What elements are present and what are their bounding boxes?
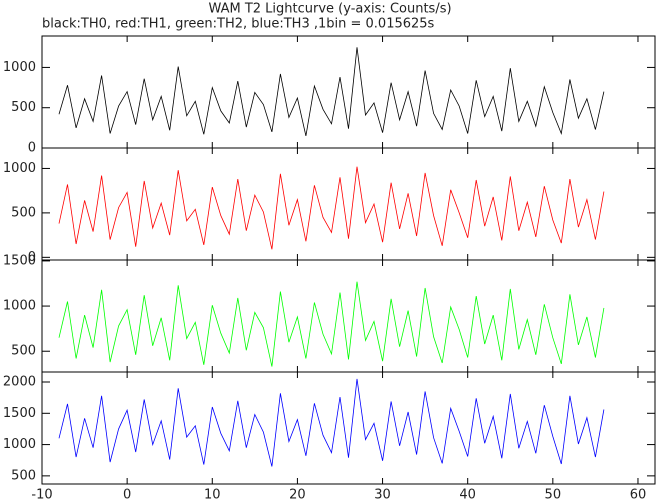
series-line xyxy=(58,166,605,250)
x-tick-label: 50 xyxy=(545,488,562,503)
x-tick-label: -10 xyxy=(31,488,52,503)
series-line xyxy=(58,47,605,136)
chart-title: WAM T2 Lightcurve (y-axis: Counts/s) xyxy=(208,2,451,17)
y-tick-label: 1500 xyxy=(3,253,36,268)
series-line xyxy=(58,378,605,467)
y-tick-label: 1000 xyxy=(3,299,36,314)
y-tick-label: 500 xyxy=(11,100,36,115)
y-tick-label: 500 xyxy=(11,468,36,483)
y-tick-label: 500 xyxy=(11,344,36,359)
y-tick-label: 0 xyxy=(28,250,36,265)
x-tick-label: 0 xyxy=(123,488,131,503)
x-tick-label: 60 xyxy=(630,488,647,503)
x-tick-label: 30 xyxy=(374,488,391,503)
y-tick-label: 2000 xyxy=(3,375,36,390)
panel-frame xyxy=(41,371,656,485)
x-tick-label: 20 xyxy=(289,488,306,503)
y-tick-label: 0 xyxy=(28,141,36,156)
panel-frame xyxy=(41,147,656,261)
x-tick-label: 10 xyxy=(204,488,221,503)
y-tick-label: 1000 xyxy=(3,161,36,176)
x-tick-label: 40 xyxy=(459,488,476,503)
y-tick-label: 1000 xyxy=(3,60,36,75)
y-tick-label: 1500 xyxy=(3,406,36,421)
panel-frame xyxy=(41,35,656,149)
series-line xyxy=(58,281,605,367)
panel-frame xyxy=(41,259,656,373)
y-tick-label: 500 xyxy=(11,205,36,220)
y-tick-label: 1000 xyxy=(3,437,36,452)
chart-subtitle: black:TH0, red:TH1, green:TH2, blue:TH3 … xyxy=(42,17,435,32)
